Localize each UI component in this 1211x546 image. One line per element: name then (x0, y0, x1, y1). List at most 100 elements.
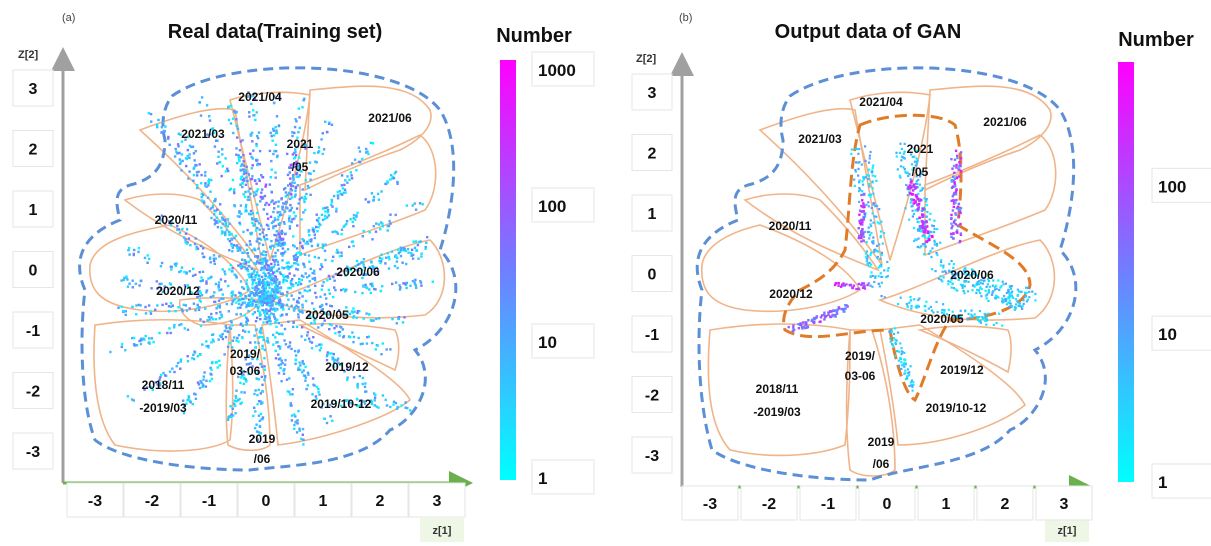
tick-box (12, 251, 54, 288)
density-point (394, 281, 398, 284)
density-point (241, 265, 244, 268)
density-point (836, 308, 839, 312)
density-point (322, 244, 325, 247)
density-point (234, 234, 238, 237)
density-point (246, 228, 249, 232)
density-point (926, 237, 929, 240)
density-point (262, 284, 265, 287)
density-point (320, 324, 324, 327)
density-point (207, 344, 210, 348)
density-point (336, 232, 340, 235)
density-point (951, 282, 954, 285)
density-point (988, 285, 991, 288)
density-point (217, 281, 221, 284)
density-point (861, 180, 864, 183)
density-point (169, 287, 172, 290)
density-point (179, 161, 183, 164)
density-point (154, 308, 157, 311)
density-point (254, 288, 257, 291)
density-point (892, 344, 895, 348)
density-point (130, 398, 134, 401)
density-point (954, 223, 957, 226)
density-point (297, 306, 300, 309)
density-point (973, 285, 976, 288)
density-point (346, 399, 349, 402)
density-point (250, 213, 253, 216)
density-point (242, 377, 246, 380)
density-point (169, 305, 173, 308)
region-label: 2019/12 (940, 363, 984, 377)
x-tick-label: 2 (1001, 496, 1010, 513)
density-point (294, 358, 298, 362)
density-point (350, 402, 353, 405)
density-point (233, 273, 236, 276)
density-point (858, 190, 861, 193)
density-point (278, 241, 281, 244)
density-point (291, 393, 294, 396)
density-point (986, 283, 989, 286)
density-point (971, 289, 974, 292)
density-point (227, 310, 231, 313)
density-point (951, 185, 955, 188)
density-point (934, 270, 937, 273)
density-point (308, 340, 312, 343)
density-point (861, 231, 865, 234)
region-label: 2020/06 (336, 265, 380, 279)
density-point (251, 249, 254, 252)
density-point (250, 300, 253, 304)
density-point (263, 311, 266, 314)
density-point (396, 180, 399, 184)
density-point (361, 291, 364, 295)
density-point (244, 169, 247, 172)
density-point (215, 312, 218, 315)
density-point (137, 246, 141, 250)
density-point (952, 232, 955, 235)
density-point (909, 381, 912, 384)
density-point (288, 390, 291, 394)
density-point (332, 352, 335, 356)
density-point (298, 429, 301, 432)
density-point (255, 289, 258, 292)
density-point (233, 336, 236, 339)
density-point (260, 174, 263, 177)
density-point (1010, 291, 1013, 294)
density-point (146, 254, 149, 257)
density-point (251, 283, 254, 286)
density-point (264, 281, 267, 285)
density-point (304, 197, 308, 200)
density-point (885, 276, 888, 279)
density-point (814, 316, 817, 319)
density-point (207, 346, 210, 349)
density-point (941, 308, 944, 311)
density-point (414, 208, 418, 211)
density-point (330, 123, 334, 126)
density-point (869, 150, 872, 154)
data-points (787, 142, 1037, 392)
density-point (955, 188, 958, 191)
density-point (337, 251, 340, 254)
density-point (291, 153, 295, 156)
colorbar-tick-box (531, 323, 595, 359)
density-point (911, 389, 914, 392)
density-point (913, 187, 917, 190)
density-point (928, 234, 931, 237)
density-point (230, 242, 233, 246)
density-point (823, 311, 826, 314)
density-point (261, 416, 265, 419)
density-point (281, 362, 284, 365)
density-point (995, 287, 998, 290)
density-point (918, 183, 921, 186)
density-point (317, 150, 321, 153)
density-point (268, 304, 271, 307)
density-point (247, 330, 250, 334)
density-point (166, 331, 169, 335)
density-point (302, 275, 305, 278)
density-point (180, 323, 183, 326)
density-point (231, 300, 234, 303)
colorbar-tick-label: 1 (538, 469, 547, 488)
density-point (890, 330, 894, 333)
density-point (969, 316, 972, 319)
tick-box (631, 376, 673, 413)
density-point (208, 119, 212, 122)
density-point (954, 213, 957, 216)
